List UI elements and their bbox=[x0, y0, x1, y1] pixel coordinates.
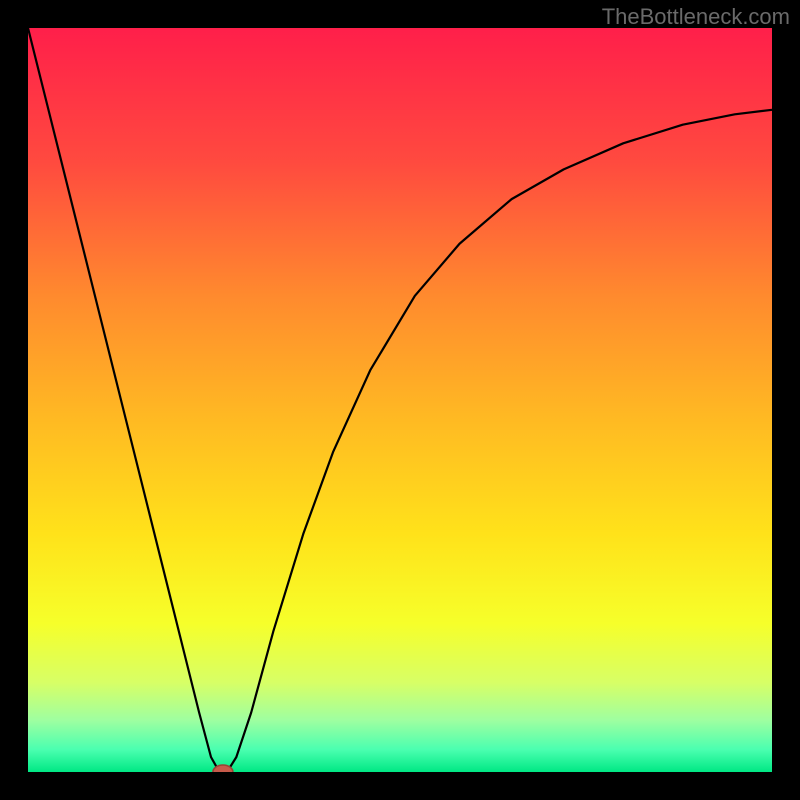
plot-border-bottom bbox=[0, 772, 800, 800]
plot-border-left bbox=[0, 0, 28, 800]
bottleneck-chart: TheBottleneck.com bbox=[0, 0, 800, 800]
chart-canvas bbox=[0, 0, 800, 800]
plot-border-top bbox=[0, 0, 800, 28]
plot-border-right bbox=[772, 0, 800, 800]
plot-background bbox=[28, 28, 772, 772]
